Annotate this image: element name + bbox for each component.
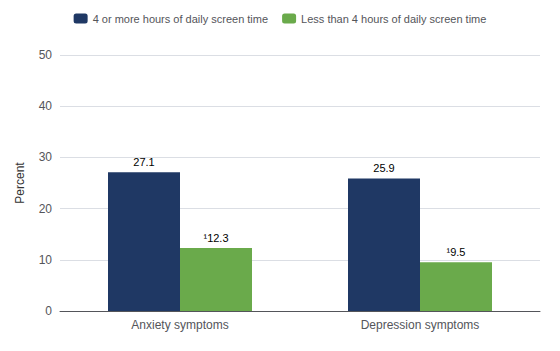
svg-text:¹9.5: ¹9.5 (447, 246, 466, 258)
svg-text:4 or more hours of daily scree: 4 or more hours of daily screen time (93, 13, 268, 25)
svg-text:25.9: 25.9 (373, 162, 394, 174)
svg-text:20: 20 (39, 202, 53, 216)
svg-text:40: 40 (39, 99, 53, 113)
svg-text:50: 50 (39, 48, 53, 62)
svg-text:Anxiety symptoms: Anxiety symptoms (131, 318, 228, 332)
svg-text:Depression symptoms: Depression symptoms (361, 318, 480, 332)
svg-text:Percent: Percent (13, 162, 27, 204)
svg-text:27.1: 27.1 (133, 156, 154, 168)
svg-text:10: 10 (39, 253, 53, 267)
svg-text:Less than 4 hours of daily scr: Less than 4 hours of daily screen time (301, 13, 486, 25)
svg-text:30: 30 (39, 150, 53, 164)
svg-text:¹12.3: ¹12.3 (203, 232, 228, 244)
svg-text:0: 0 (45, 304, 52, 318)
